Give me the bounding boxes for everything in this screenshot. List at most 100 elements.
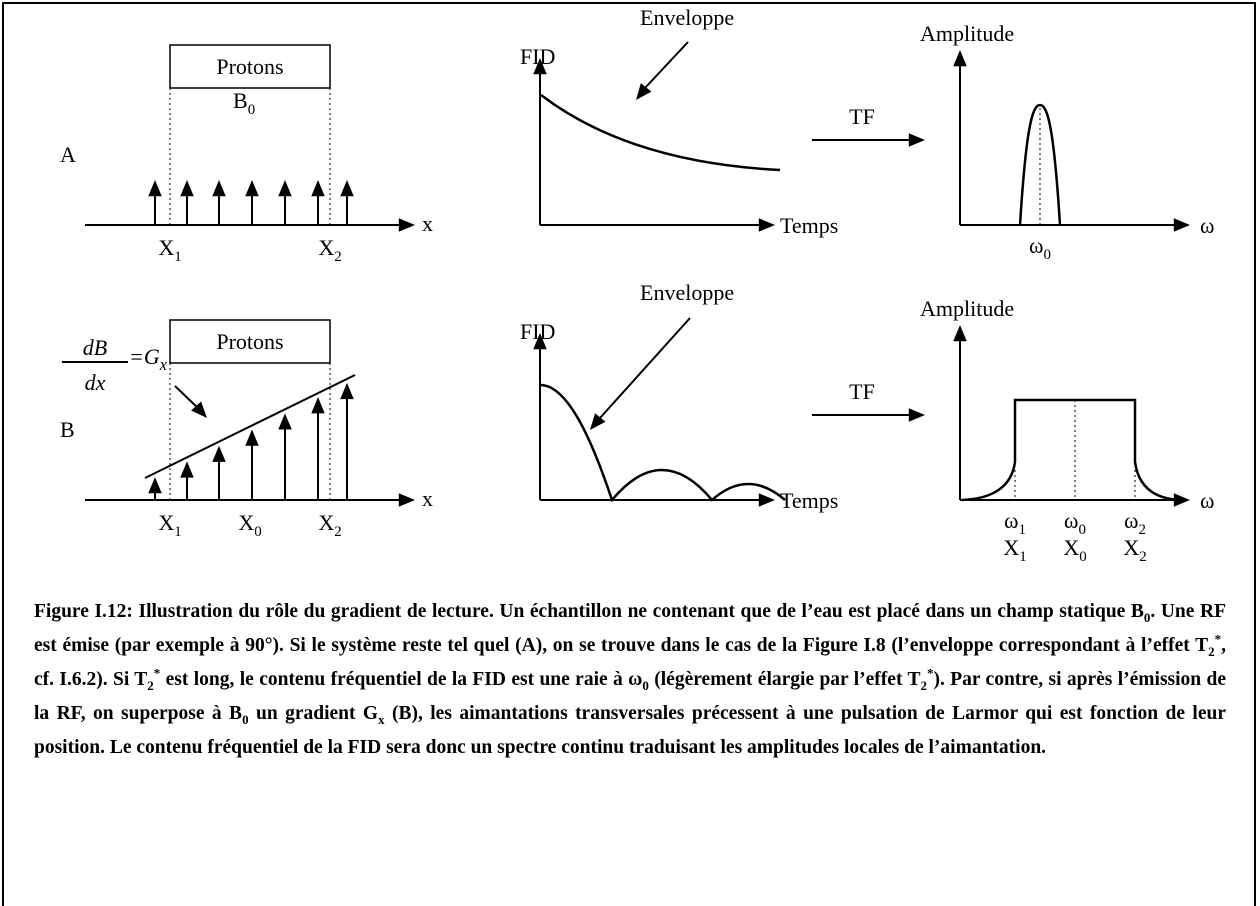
label: dB xyxy=(83,335,107,360)
caption-sub: 0 xyxy=(1143,609,1151,625)
curve xyxy=(540,94,781,172)
line xyxy=(599,317,691,419)
arrow-head xyxy=(1173,218,1190,232)
caption-text: ). Par contre, si après l’émission de la… xyxy=(34,669,1227,724)
label: TF xyxy=(849,379,875,404)
label-base: X xyxy=(318,510,334,535)
label-sub: 1 xyxy=(1019,549,1026,565)
curve xyxy=(1018,103,1062,226)
arrow-head xyxy=(533,58,547,75)
label: Temps xyxy=(780,213,838,238)
arrow-head xyxy=(148,180,162,197)
label: X2 xyxy=(318,510,341,540)
arrow-head xyxy=(758,218,775,232)
label: TF xyxy=(849,104,875,129)
label: Amplitude xyxy=(920,296,1014,321)
arrow-head xyxy=(908,133,925,147)
label-base: ω xyxy=(1124,508,1138,533)
label: Enveloppe xyxy=(640,5,734,30)
arrow-head xyxy=(398,493,415,507)
line xyxy=(174,385,201,411)
label: Protons xyxy=(216,329,283,354)
arrow-head xyxy=(180,461,194,478)
label-base: X xyxy=(158,235,174,260)
protons-box xyxy=(169,319,331,364)
arrow-head xyxy=(590,413,606,430)
label-base: X xyxy=(1003,535,1019,560)
arrow-head xyxy=(212,180,226,197)
label: X2 xyxy=(318,235,341,265)
label: X0 xyxy=(1063,535,1086,565)
label: x xyxy=(422,211,433,236)
label-base: =G xyxy=(129,344,160,369)
curve xyxy=(540,383,786,503)
label: x xyxy=(422,486,433,511)
arrow-head xyxy=(311,180,325,197)
label-base: ω xyxy=(1029,233,1043,258)
label-sub: 0 xyxy=(1044,247,1051,263)
caption-text: , cf. I.6.2). Si T xyxy=(34,635,1226,690)
label: dx xyxy=(85,370,106,395)
caption-sub: 0 xyxy=(242,711,249,727)
label-sub: x xyxy=(159,355,168,374)
label: Protons xyxy=(216,54,283,79)
caption: Figure I.12: Illustration du rôle du gra… xyxy=(34,595,1226,765)
label: Enveloppe xyxy=(640,280,734,305)
label-base: ω xyxy=(1004,508,1018,533)
arrow-head xyxy=(398,218,415,232)
protons-box xyxy=(169,44,331,89)
label-sub: 2 xyxy=(1139,549,1146,565)
arrow-head xyxy=(908,408,925,422)
arrow-head xyxy=(245,429,259,446)
line xyxy=(644,41,689,89)
arrow-head xyxy=(340,180,354,197)
label: =Gx xyxy=(129,344,168,374)
caption-text: (légèrement élargie par l’effet T xyxy=(648,669,921,690)
label: X1 xyxy=(158,235,181,265)
label: Amplitude xyxy=(920,21,1014,46)
line xyxy=(144,374,356,479)
arrow-head xyxy=(953,50,967,67)
arrow-head xyxy=(191,401,207,418)
arrow-head xyxy=(180,180,194,197)
label-sub: 2 xyxy=(334,524,341,540)
label-sub: 1 xyxy=(1019,522,1026,538)
label: ω2 xyxy=(1124,508,1146,538)
label-sub: 1 xyxy=(174,249,181,265)
label-base: X xyxy=(1123,535,1139,560)
caption-text: Figure I.12: Illustration du rôle du gra… xyxy=(34,601,1144,622)
caption-sub: 2 xyxy=(920,677,927,693)
label-sub: 0 xyxy=(248,102,255,118)
label-sub: 0 xyxy=(1079,522,1086,538)
label: ω0 xyxy=(1029,233,1051,263)
arrow-head xyxy=(758,493,775,507)
caption-text: (B), les aimantations transversales préc… xyxy=(34,703,1226,758)
caption-text: un gradient G xyxy=(248,703,379,724)
caption-text: . Une RF est émise (par exemple à 90°). … xyxy=(34,601,1226,656)
label-sub: 0 xyxy=(254,524,261,540)
arrow-head xyxy=(636,83,652,100)
arrow-head xyxy=(278,413,292,430)
caption-sub: 2 xyxy=(1208,643,1215,659)
caption-sup: * xyxy=(1214,631,1222,647)
caption-sub: 0 xyxy=(642,677,649,693)
label: B0 xyxy=(233,88,255,118)
label: ω xyxy=(1200,488,1214,513)
arrow-head xyxy=(245,180,259,197)
label: FID xyxy=(520,44,555,69)
label-sub: 2 xyxy=(1139,522,1146,538)
arrow-head xyxy=(278,180,292,197)
label: ω xyxy=(1200,213,1214,238)
label: ω0 xyxy=(1064,508,1086,538)
label-base: B xyxy=(233,88,248,113)
label-sub: 0 xyxy=(1079,549,1086,565)
label: B xyxy=(60,417,75,442)
label: ω1 xyxy=(1004,508,1026,538)
label: FID xyxy=(520,319,555,344)
label: Temps xyxy=(780,488,838,513)
arrow-head xyxy=(340,382,354,400)
label: X2 xyxy=(1123,535,1146,565)
label-base: X xyxy=(238,510,254,535)
